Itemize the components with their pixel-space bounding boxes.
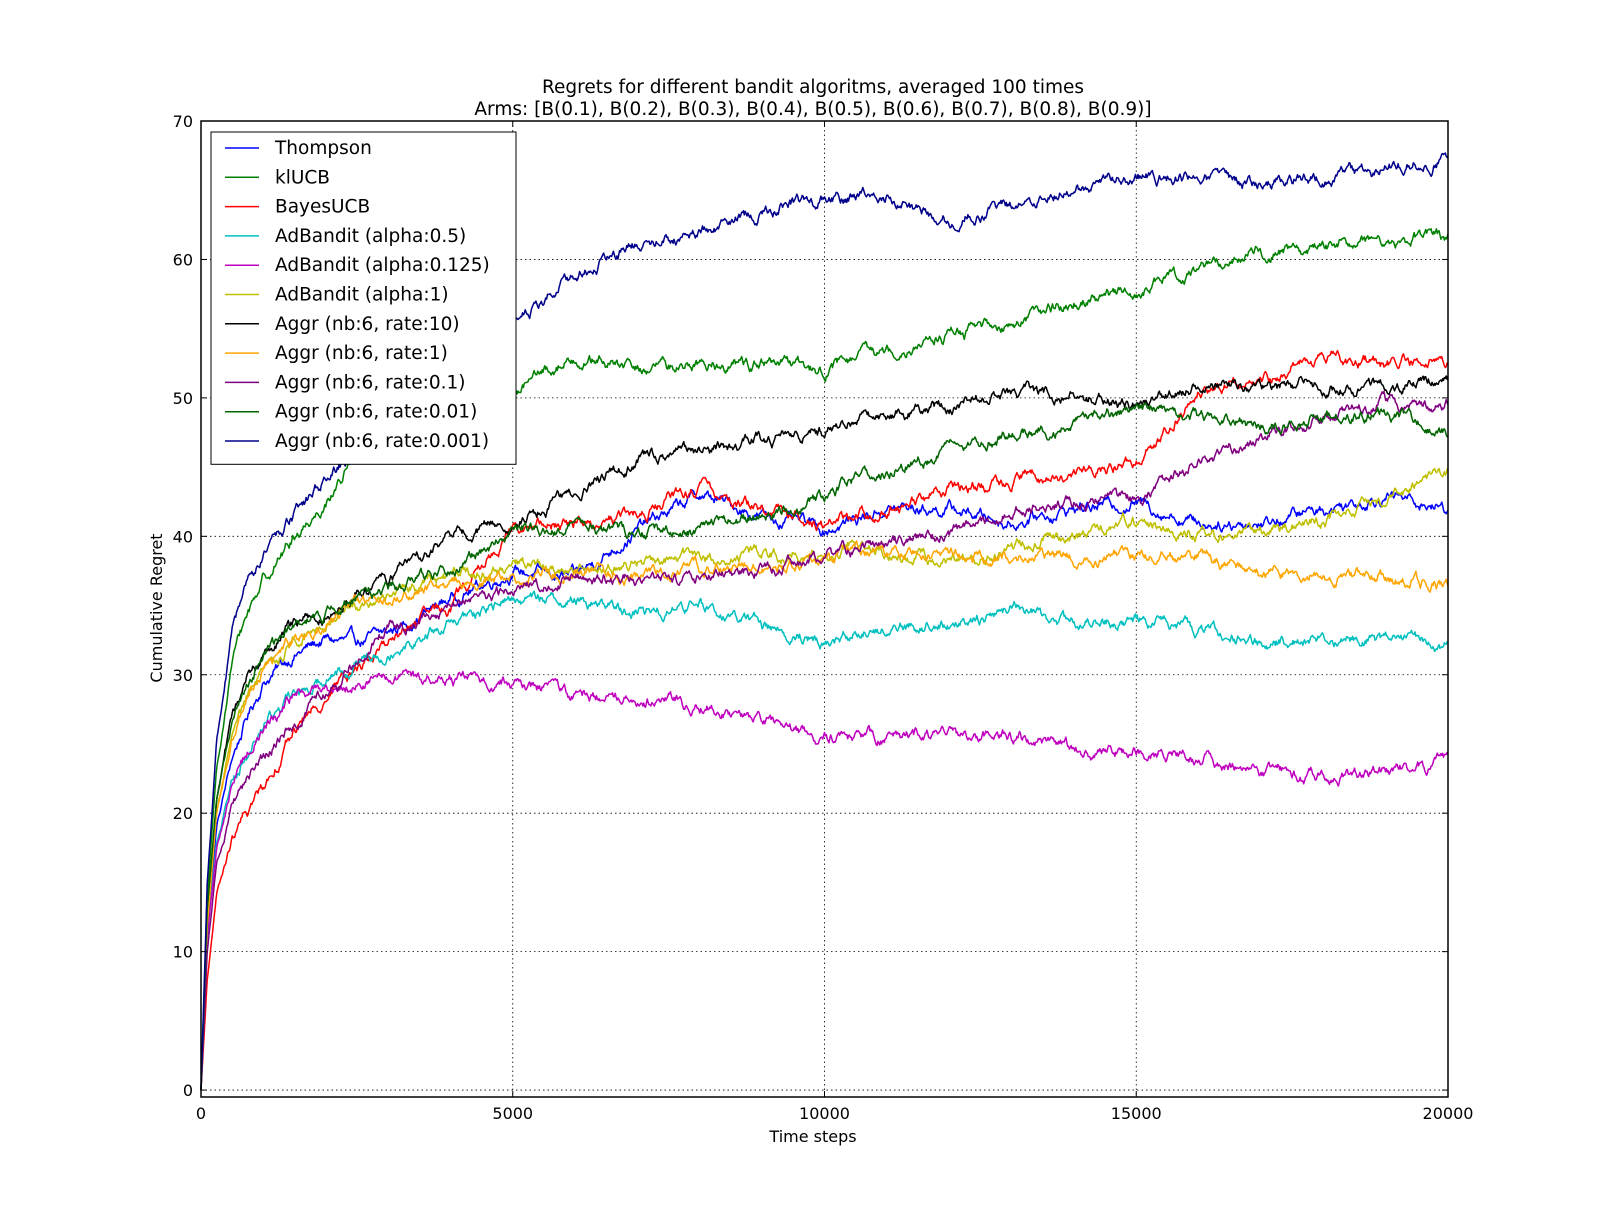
y-tick-label: 50	[173, 389, 193, 408]
legend-label: AdBandit (alpha:0.125)	[275, 255, 490, 276]
legend-label: Thompson	[274, 138, 372, 159]
axis-ticks	[200, 120, 1449, 1097]
legend-label: klUCB	[275, 167, 330, 188]
x-tick-labels: 0 5000 10000 15000 20000	[196, 1104, 1474, 1123]
x-tick-label: 0	[196, 1104, 206, 1123]
x-axis-label: Time steps	[768, 1127, 856, 1146]
legend-label: Aggr (nb:6, rate:0.1)	[275, 372, 466, 393]
legend-label: Aggr (nb:6, rate:0.01)	[275, 402, 477, 423]
y-tick-label: 10	[173, 943, 193, 962]
y-tick-labels: 0 10 20 30 40 50 60 70	[173, 112, 193, 1100]
legend-label: Aggr (nb:6, rate:10)	[275, 314, 460, 335]
x-tick-label: 5000	[492, 1104, 533, 1123]
x-tick-label: 15000	[1111, 1104, 1162, 1123]
y-axis-label: Cumulative Regret	[147, 533, 166, 682]
chart-subtitle: Arms: [B(0.1), B(0.2), B(0.3), B(0.4), B…	[474, 99, 1151, 120]
series-line	[200, 590, 1449, 1091]
legend: Thompson klUCB BayesUCB AdBandit (alpha:0.5…	[210, 131, 517, 465]
y-tick-label: 20	[173, 804, 193, 823]
chart-title: Regrets for different bandit algoritms, …	[542, 77, 1084, 98]
x-tick-label: 20000	[1423, 1104, 1474, 1123]
legend-label: AdBandit (alpha:0.5)	[275, 226, 466, 247]
legend-box	[210, 131, 517, 465]
series-line	[200, 489, 1449, 1091]
series-line	[200, 390, 1449, 1091]
series-line	[200, 402, 1449, 1091]
y-tick-label: 70	[173, 112, 193, 131]
legend-label: BayesUCB	[275, 197, 370, 218]
y-tick-label: 30	[173, 666, 193, 685]
legend-label: Aggr (nb:6, rate:0.001)	[275, 431, 489, 452]
series-line	[200, 375, 1449, 1091]
y-tick-label: 60	[173, 250, 193, 269]
y-tick-label: 40	[173, 527, 193, 546]
legend-label: AdBandit (alpha:1)	[275, 285, 449, 306]
series-line	[200, 668, 1449, 1091]
x-tick-label: 10000	[799, 1104, 850, 1123]
y-tick-label: 0	[183, 1081, 193, 1100]
legend-label: Aggr (nb:6, rate:1)	[275, 343, 448, 364]
series-line	[200, 540, 1449, 1091]
